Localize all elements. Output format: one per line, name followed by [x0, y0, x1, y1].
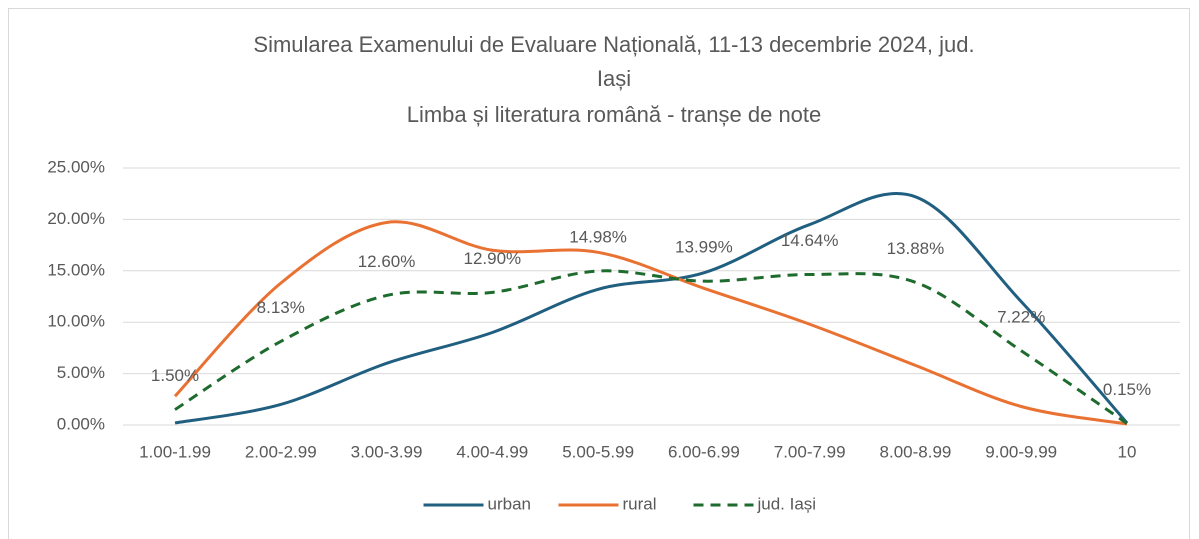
- series-line: [173, 220, 1128, 426]
- data-label: 8.13%: [257, 298, 305, 317]
- data-label: 12.90%: [463, 249, 521, 268]
- chart-title: Limba și literatura română - tranșe de n…: [407, 102, 822, 127]
- chart-border: [8, 8, 1190, 539]
- x-tick-label: 6.00-6.99: [668, 442, 740, 461]
- data-label: 7.22%: [997, 307, 1045, 326]
- legend-label: jud. Iași: [757, 494, 817, 513]
- x-tick-label: 9.00-9.99: [985, 442, 1057, 461]
- data-label: 0.15%: [1103, 380, 1151, 399]
- x-tick-label: 4.00-4.99: [456, 442, 528, 461]
- x-tick-label: 3.00-3.99: [351, 442, 423, 461]
- x-tick-label: 5.00-5.99: [562, 442, 634, 461]
- x-tick-label: 8.00-8.99: [880, 442, 952, 461]
- x-tick-label: 10: [1118, 442, 1137, 461]
- x-tick-label: 1.00-1.99: [139, 442, 211, 461]
- data-label: 13.99%: [675, 238, 733, 257]
- y-tick-label: 10.00%: [47, 312, 105, 331]
- data-label: 13.88%: [887, 239, 945, 258]
- y-tick-label: 5.00%: [57, 363, 105, 382]
- legend-label: rural: [623, 494, 657, 513]
- data-label: 14.64%: [781, 231, 839, 250]
- x-tick-label: 7.00-7.99: [774, 442, 846, 461]
- data-label: 14.98%: [569, 227, 627, 246]
- y-tick-label: 15.00%: [47, 260, 105, 279]
- y-tick-label: 0.00%: [57, 414, 105, 433]
- chart-title: Iași: [597, 66, 631, 91]
- data-label: 1.50%: [151, 366, 199, 385]
- chart-title: Simularea Examenului de Evaluare Naționa…: [253, 32, 974, 57]
- data-label: 12.60%: [358, 252, 416, 271]
- y-tick-label: 25.00%: [47, 157, 105, 176]
- y-tick-label: 20.00%: [47, 209, 105, 228]
- series-line: [174, 269, 1128, 425]
- x-tick-label: 2.00-2.99: [245, 442, 317, 461]
- legend-label: urban: [488, 494, 531, 513]
